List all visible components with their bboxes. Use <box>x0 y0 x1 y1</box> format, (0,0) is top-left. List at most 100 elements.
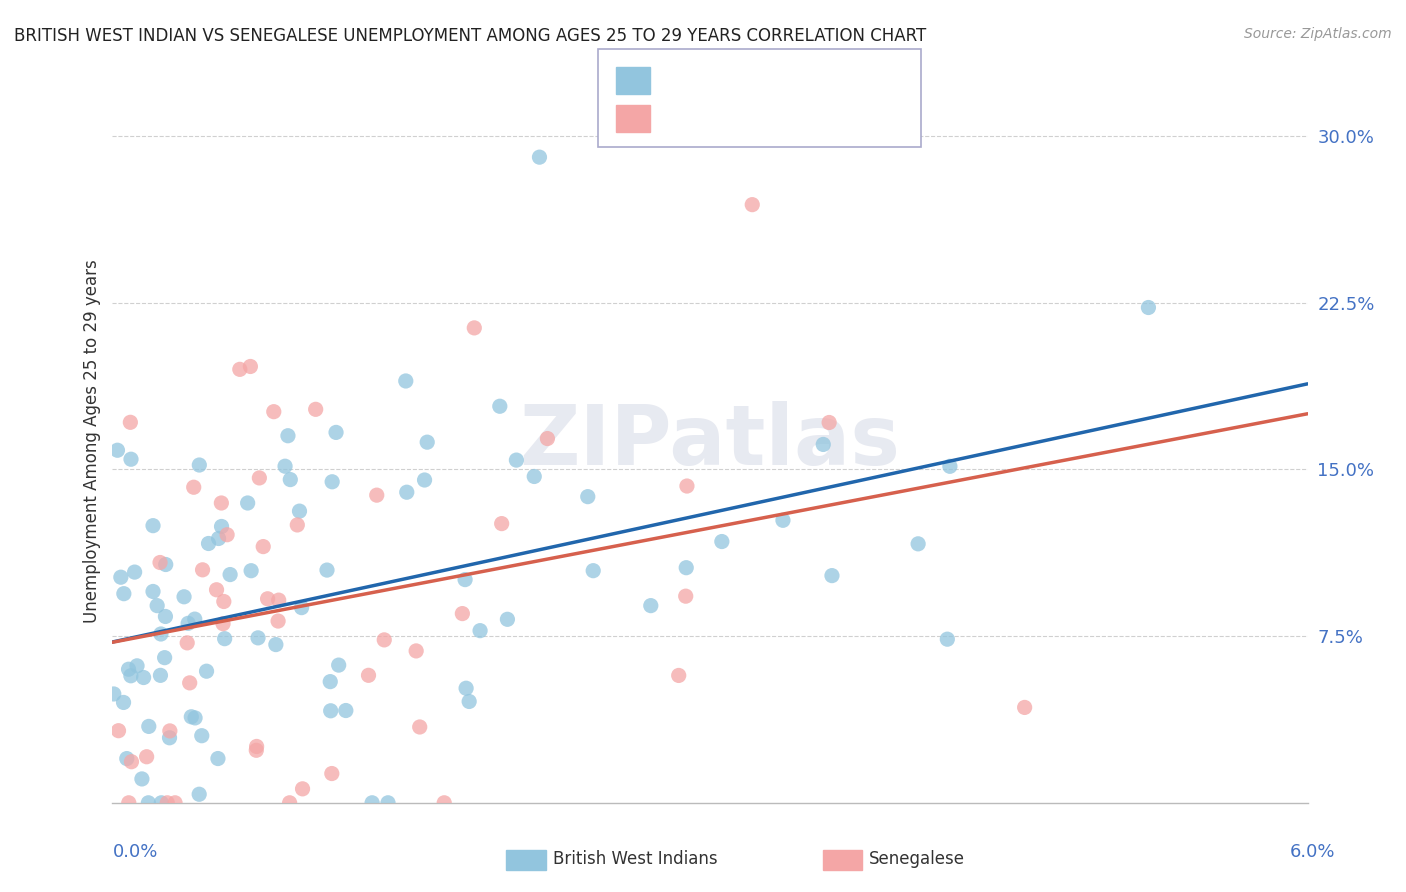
Point <box>468 624 491 638</box>
Point <box>291 600 314 615</box>
Point <box>239 359 262 374</box>
Point <box>112 587 135 601</box>
Text: BRITISH WEST INDIAN VS SENEGALESE UNEMPLOYMENT AMONG AGES 25 TO 29 YEARS CORRELA: BRITISH WEST INDIAN VS SENEGALESE UNEMPL… <box>14 27 927 45</box>
Point <box>316 563 339 577</box>
Point <box>405 644 427 658</box>
Point <box>191 563 214 577</box>
Point <box>451 607 474 621</box>
Point <box>278 473 301 487</box>
Point <box>576 490 599 504</box>
Point <box>131 772 153 786</box>
Point <box>179 676 201 690</box>
Point <box>159 723 181 738</box>
Y-axis label: Unemployment Among Ages 25 to 29 years: Unemployment Among Ages 25 to 29 years <box>83 260 101 624</box>
Point <box>361 796 384 810</box>
Point <box>267 593 290 607</box>
Point <box>264 638 287 652</box>
Point <box>939 459 962 474</box>
Point <box>772 513 794 527</box>
Point <box>395 374 418 388</box>
Point <box>112 695 135 709</box>
Point <box>209 496 232 510</box>
Point <box>252 540 274 554</box>
Text: R = 0.364   N = 49: R = 0.364 N = 49 <box>658 110 828 128</box>
Point <box>156 796 179 810</box>
Point <box>195 664 218 678</box>
Text: Senegalese: Senegalese <box>869 850 965 868</box>
Point <box>155 609 177 624</box>
Point <box>118 796 141 810</box>
Point <box>142 518 165 533</box>
Point <box>413 473 436 487</box>
Point <box>319 674 342 689</box>
Point <box>183 480 205 494</box>
Point <box>395 485 418 500</box>
Point <box>120 415 142 429</box>
Point <box>125 658 148 673</box>
Text: 6.0%: 6.0% <box>1291 843 1336 861</box>
Point <box>1137 301 1160 315</box>
Point <box>184 612 207 626</box>
Point <box>256 591 278 606</box>
Point <box>212 594 235 608</box>
Point <box>377 796 399 810</box>
Point <box>211 519 233 533</box>
Point <box>207 532 229 546</box>
Point <box>107 443 129 458</box>
Point <box>366 488 388 502</box>
Point <box>155 558 177 572</box>
Point <box>496 612 519 626</box>
Point <box>263 405 285 419</box>
Text: R = 0.358   N = 83: R = 0.358 N = 83 <box>658 71 828 89</box>
Point <box>138 796 160 810</box>
Point <box>219 567 242 582</box>
Point <box>291 781 314 796</box>
Point <box>153 650 176 665</box>
Point <box>217 527 239 541</box>
Point <box>274 459 297 474</box>
Point <box>229 362 252 376</box>
Point <box>149 556 172 570</box>
Text: British West Indians: British West Indians <box>553 850 717 868</box>
Point <box>1014 700 1036 714</box>
Point <box>668 668 690 682</box>
Point <box>813 437 835 451</box>
Point <box>107 723 129 738</box>
Point <box>103 687 125 701</box>
Point <box>191 729 214 743</box>
Point <box>149 627 172 641</box>
Point <box>236 496 259 510</box>
Point <box>212 616 235 631</box>
Point <box>907 537 929 551</box>
Point <box>180 710 202 724</box>
Point <box>710 534 733 549</box>
Point <box>675 589 697 603</box>
Point <box>267 614 290 628</box>
Point <box>529 150 551 164</box>
Point <box>149 668 172 682</box>
Point <box>135 749 157 764</box>
Point <box>741 197 763 211</box>
Point <box>146 599 169 613</box>
Point <box>675 560 697 574</box>
Point <box>246 739 269 754</box>
Point <box>188 787 211 801</box>
Point <box>491 516 513 531</box>
Point <box>640 599 662 613</box>
Point <box>245 743 267 757</box>
Point <box>176 636 198 650</box>
Point <box>173 590 195 604</box>
Point <box>818 416 841 430</box>
Point <box>458 694 481 708</box>
Text: 0.0%: 0.0% <box>112 843 157 861</box>
Point <box>357 668 380 682</box>
Text: Source: ZipAtlas.com: Source: ZipAtlas.com <box>1244 27 1392 41</box>
Point <box>115 751 138 765</box>
Point <box>463 321 485 335</box>
Point <box>277 428 299 442</box>
Point <box>288 504 311 518</box>
Point <box>523 469 546 483</box>
Point <box>319 704 342 718</box>
Point <box>120 452 142 467</box>
Point <box>456 681 478 696</box>
